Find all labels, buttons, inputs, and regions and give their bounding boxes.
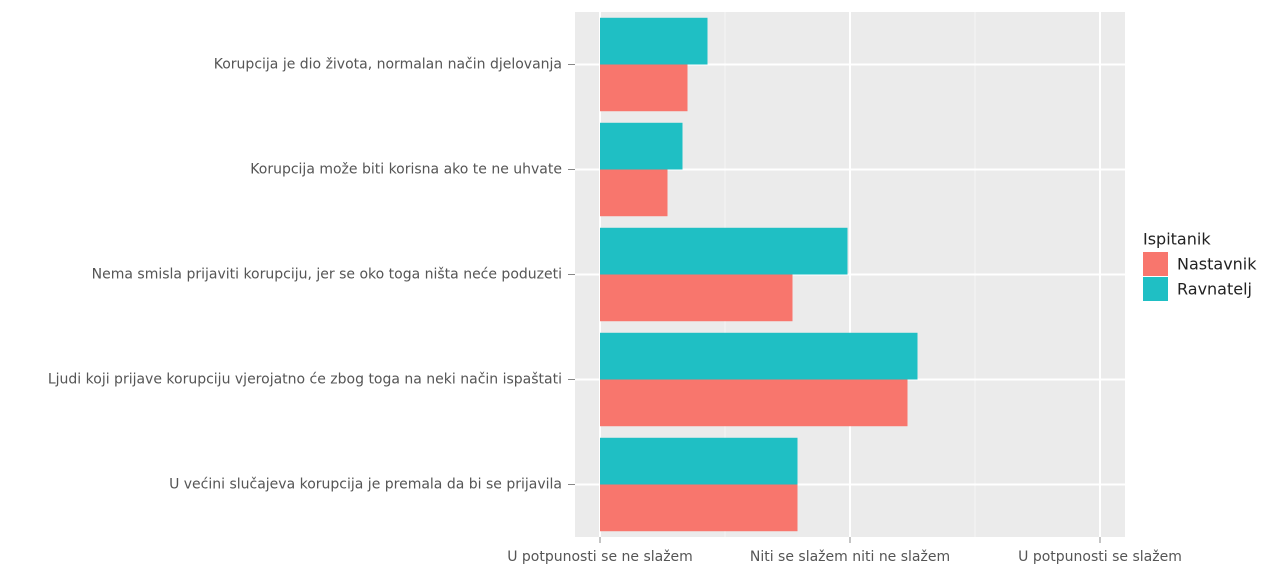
y-tick-label: Nema smisla prijaviti korupciju, jer se … [92,267,562,283]
bar [600,17,708,65]
bar [600,227,848,275]
y-tick-label: Ljudi koji prijave korupciju vjerojatno … [48,372,562,388]
bar [600,484,798,532]
y-tick-label: Korupcija može biti korisna ako te ne uh… [250,162,562,178]
bar [600,169,668,217]
legend-label: Nastavnik [1177,255,1257,274]
legend-title: Ispitanik [1143,230,1211,249]
legend-key [1143,252,1168,276]
x-tick-label: Niti se slažem niti ne slažem [750,549,950,565]
legend-key [1143,277,1168,301]
bar [600,437,798,485]
bar [600,379,908,427]
bar [600,274,793,322]
y-tick-label: U većini slučajeva korupcija je premala … [169,477,562,493]
x-tick-label: U potpunosti se ne slažem [507,549,693,565]
bar [600,64,688,112]
y-tick-label: Korupcija je dio života, normalan način … [214,57,562,73]
legend-label: Ravnatelj [1177,280,1252,299]
bar [600,332,918,380]
bar [600,122,683,170]
x-tick-label: U potpunosti se slažem [1018,549,1182,565]
